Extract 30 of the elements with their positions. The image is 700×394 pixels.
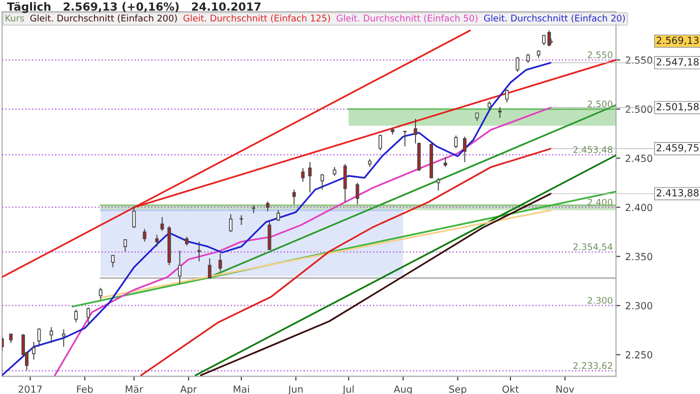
y-tick-label: 2.400 bbox=[626, 204, 652, 212]
ref-line-label: 2.300 bbox=[588, 296, 612, 304]
x-tick-label: Nov bbox=[556, 386, 574, 393]
y-tick-label: 2.250 bbox=[626, 351, 652, 358]
data-label: 2.501,58 bbox=[656, 102, 699, 112]
text: Gleit. Durchschnitt (Einfach 50) bbox=[336, 14, 478, 23]
y-tick-label: 2.350 bbox=[626, 252, 652, 260]
ref-line-label: 2.453,48 bbox=[573, 146, 612, 154]
x-tick-label: Feb bbox=[77, 385, 93, 393]
legend-title: Kurs bbox=[6, 14, 24, 22]
data-label: 2.547,18 bbox=[656, 58, 699, 67]
data-label: 2.413,88 bbox=[656, 189, 699, 198]
text: 2.569,13 bbox=[656, 36, 699, 45]
ref-line-label: 2.354,54 bbox=[573, 243, 612, 252]
chart-title: Täglich 2.569,13 (+0,16%) 24.10.2017 bbox=[7, 2, 261, 13]
y-tick-label: 2.300 bbox=[626, 302, 652, 310]
x-tick-label: 2017 bbox=[18, 385, 42, 393]
x-tick-label: Mai bbox=[234, 385, 249, 393]
ref-line-label: 2.233,62 bbox=[573, 362, 612, 370]
ref-line-label: 2.400 bbox=[588, 198, 612, 206]
ref-line-label: 2.500 bbox=[588, 100, 612, 108]
y-tick-label: 2.450 bbox=[626, 154, 652, 162]
data-label: 2.459,75 bbox=[656, 144, 698, 152]
text: Gleit. Durchschnitt (Einfach 20) bbox=[484, 14, 625, 23]
ref-line-label: 2.550 bbox=[588, 51, 612, 58]
y-tick-label: 2.500 bbox=[626, 106, 652, 113]
text: Gleit. Durchschnitt (Einfach 125) bbox=[184, 14, 330, 23]
x-tick-label: Okt bbox=[502, 385, 519, 393]
x-tick-label: Mär bbox=[126, 385, 144, 393]
text: Gleit. Durchschnitt (Einfach 200) bbox=[30, 14, 177, 23]
